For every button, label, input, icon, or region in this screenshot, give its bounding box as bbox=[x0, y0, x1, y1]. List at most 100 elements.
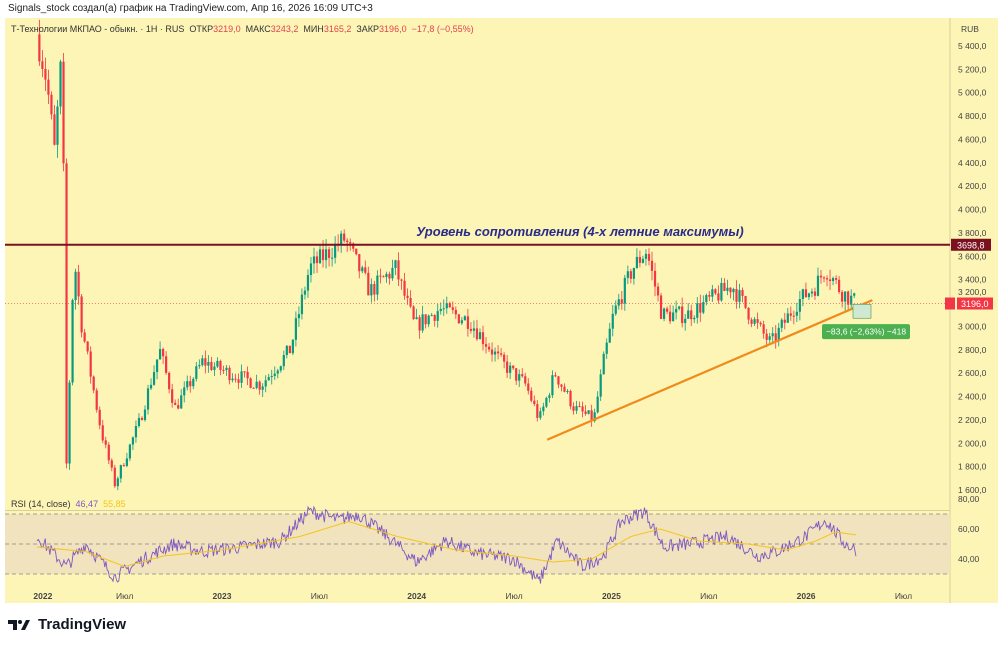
candle-body bbox=[68, 382, 71, 464]
candle-body bbox=[116, 478, 119, 487]
resistance-price-badge bbox=[951, 238, 991, 251]
candle-body bbox=[312, 256, 316, 264]
candle-body bbox=[180, 395, 183, 409]
candle-body bbox=[397, 260, 400, 280]
candle-body bbox=[672, 312, 675, 322]
candle-body bbox=[521, 374, 524, 377]
candle-body bbox=[533, 400, 536, 405]
candle-body bbox=[340, 233, 343, 246]
candle-body bbox=[219, 360, 222, 370]
candle-body bbox=[364, 267, 367, 273]
time-tick: 2023 bbox=[213, 591, 232, 601]
candle-body bbox=[273, 373, 276, 376]
logo-text: TradingView bbox=[38, 616, 127, 633]
candle-body bbox=[104, 440, 107, 445]
candle-body bbox=[635, 256, 639, 269]
candle-body bbox=[207, 361, 210, 366]
last-price-badge bbox=[957, 297, 993, 310]
open-value: 3219,0 bbox=[213, 24, 241, 34]
candle-body bbox=[107, 444, 110, 461]
rsi-line bbox=[36, 505, 857, 584]
candle-body bbox=[125, 458, 128, 466]
candle-body bbox=[201, 358, 204, 366]
candle-body bbox=[376, 275, 379, 295]
candle-body bbox=[768, 336, 771, 340]
candle-body bbox=[349, 242, 352, 244]
rsi-name[interactable]: RSI (14, close) bbox=[11, 499, 71, 509]
candle-body bbox=[186, 381, 189, 388]
candle-body bbox=[192, 378, 195, 387]
candle-body bbox=[732, 288, 735, 293]
candle-body bbox=[509, 365, 512, 373]
candle-body bbox=[198, 365, 201, 367]
price-chart[interactable]: RUB 5 400,0 5 200,0 5 000,0 4 800,0 4 600,0 4 … bbox=[5, 18, 998, 603]
candle-body bbox=[77, 271, 80, 297]
candle-body bbox=[379, 275, 382, 277]
candle-body bbox=[80, 296, 83, 333]
candle-body bbox=[681, 306, 684, 324]
candle-body bbox=[542, 406, 545, 412]
candle-body bbox=[593, 412, 596, 422]
time-tick: Июл bbox=[505, 591, 522, 601]
candle-body bbox=[243, 371, 246, 373]
candle-body bbox=[282, 355, 285, 367]
tradingview-logo[interactable]: TradingView bbox=[8, 616, 126, 633]
candle-body bbox=[647, 253, 651, 261]
candle-body bbox=[183, 387, 186, 396]
tradingview-logo-icon bbox=[8, 619, 30, 630]
candle-body bbox=[92, 376, 95, 391]
open-label: ОТКР bbox=[189, 24, 214, 34]
candle-body bbox=[518, 374, 521, 381]
candle-body bbox=[228, 367, 231, 381]
price-tick: 3 000,0 bbox=[958, 321, 987, 331]
candle-body bbox=[65, 163, 68, 464]
candle-body bbox=[717, 293, 720, 301]
resistance-price-label: 3698,8 bbox=[957, 240, 985, 250]
rsi-ma-line bbox=[36, 521, 857, 568]
candle-body bbox=[759, 322, 762, 325]
candle-body bbox=[747, 307, 750, 320]
candle-body bbox=[128, 444, 132, 459]
candle-body bbox=[795, 311, 798, 316]
candle-body bbox=[391, 267, 394, 279]
chart-area[interactable]: RUB 5 400,0 5 200,0 5 000,0 4 800,0 4 600,0 4 … bbox=[5, 18, 998, 603]
candle-body bbox=[478, 332, 482, 340]
candle-body bbox=[496, 351, 500, 354]
candle-body bbox=[89, 351, 92, 377]
candle-body bbox=[539, 411, 542, 418]
candle-body bbox=[409, 297, 412, 307]
price-tick: 3 600,0 bbox=[958, 251, 987, 261]
symbol-name[interactable]: Т-Технологии МКПАО - обыкн. · 1H · RUS bbox=[11, 24, 185, 34]
candle-body bbox=[475, 328, 479, 340]
symbol-legend: Т-Технологии МКПАО - обыкн. · 1H · RUS О… bbox=[11, 24, 474, 34]
rsi-legend: RSI (14, close) 46,47 55,85 bbox=[11, 499, 126, 509]
candle-body bbox=[264, 380, 267, 387]
candle-body bbox=[44, 68, 47, 80]
candle-body bbox=[847, 291, 850, 305]
candle-body bbox=[261, 386, 264, 390]
candle-body bbox=[110, 460, 113, 468]
price-tick: 2 800,0 bbox=[958, 345, 987, 355]
candle-body bbox=[370, 284, 373, 296]
candle-body bbox=[774, 333, 777, 341]
candle-body bbox=[346, 240, 349, 243]
candle-body bbox=[418, 317, 421, 331]
candle-body bbox=[693, 317, 696, 320]
candle-body bbox=[71, 300, 74, 383]
time-tick: 2024 bbox=[407, 591, 426, 601]
candle-body bbox=[653, 270, 657, 287]
candle-body bbox=[267, 377, 270, 381]
candle-body bbox=[611, 313, 614, 329]
candle-body bbox=[466, 316, 470, 329]
candle-body bbox=[231, 378, 234, 381]
candle-body bbox=[400, 279, 403, 281]
candle-body bbox=[841, 292, 844, 302]
flag-badge bbox=[945, 297, 955, 310]
price-tick: 2 200,0 bbox=[958, 415, 987, 425]
candle-body bbox=[460, 320, 463, 324]
candle-body bbox=[168, 372, 171, 390]
candle-body bbox=[590, 410, 593, 422]
candle-body bbox=[798, 298, 801, 312]
candle-body bbox=[572, 406, 575, 411]
candle-body bbox=[850, 295, 853, 305]
